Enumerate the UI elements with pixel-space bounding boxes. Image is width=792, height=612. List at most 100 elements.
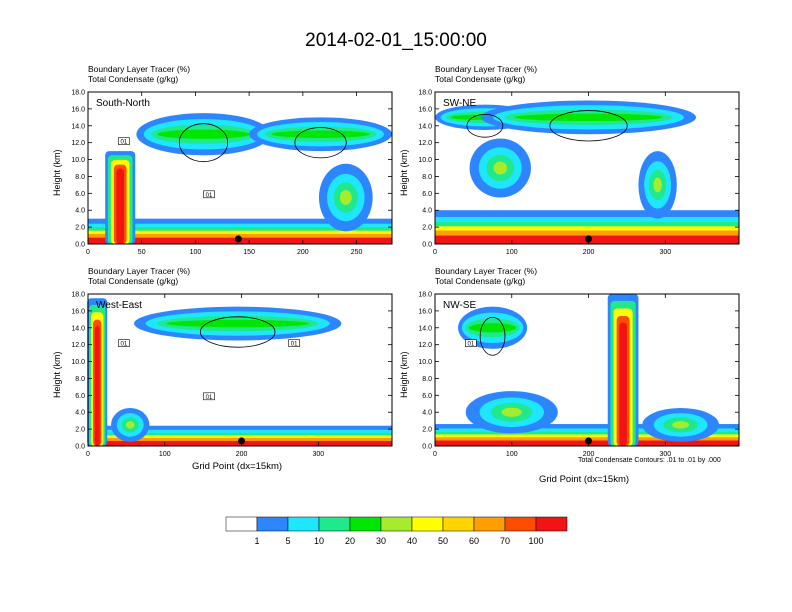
x-tick-label: 250 xyxy=(351,249,363,256)
colorbar-label: 10 xyxy=(313,536,324,546)
x-tick-label: 100 xyxy=(506,249,518,256)
x-axis-label: Grid Point (dx=15km) xyxy=(539,474,630,485)
y-tick-label: 10.0 xyxy=(71,157,85,164)
x-tick-label: 0 xyxy=(86,249,90,256)
contour-label-box xyxy=(203,392,215,401)
y-tick-label: 18.0 xyxy=(71,90,85,97)
plot-frame xyxy=(434,293,740,447)
legend-line-tracer: Boundary Layer Tracer (%) xyxy=(435,266,538,276)
legend-line-tracer: Boundary Layer Tracer (%) xyxy=(88,266,191,276)
location-marker xyxy=(585,437,593,445)
condensate-contour xyxy=(479,316,506,356)
colorbar-label: 1 xyxy=(254,536,260,546)
y-tick-label: 6.0 xyxy=(75,393,85,400)
legend-line-tracer: Boundary Layer Tracer (%) xyxy=(435,64,538,74)
y-tick-label: 6.0 xyxy=(422,191,432,198)
condensate-contour xyxy=(178,123,229,163)
y-tick-label: 14.0 xyxy=(71,123,85,130)
colorbar-label: 20 xyxy=(344,536,355,546)
legend-line-condensate: Total Condensate (g/kg) xyxy=(88,74,179,84)
colorbar-label: 60 xyxy=(468,536,479,546)
y-tick-label: 14.0 xyxy=(418,325,432,332)
anvil-cloud xyxy=(166,319,309,328)
y-tick-label: 14.0 xyxy=(71,325,85,332)
y-tick-label: 18.0 xyxy=(418,292,432,299)
y-tick-label: 12.0 xyxy=(418,342,432,349)
x-tick-label: 100 xyxy=(159,451,171,458)
anvil-cloud xyxy=(271,130,370,138)
convective-tower xyxy=(94,325,100,446)
colorbar-label: 5 xyxy=(285,536,291,546)
contour-label: 01 xyxy=(206,193,213,199)
colorbar-swatch xyxy=(473,516,506,532)
y-tick-label: 12.0 xyxy=(418,140,432,147)
y-tick-label: 0.0 xyxy=(75,444,85,451)
y-tick-label: 4.0 xyxy=(75,410,85,417)
contour-label: 01 xyxy=(468,342,475,348)
y-axis-label: Height (km) xyxy=(399,149,409,196)
contour-label-box xyxy=(118,137,130,145)
plot-frame xyxy=(87,91,393,245)
y-tick-label: 2.0 xyxy=(75,225,85,232)
colorbar-swatch xyxy=(318,516,351,532)
anvil-cloud xyxy=(468,323,517,333)
legend-line-condensate: Total Condensate (g/kg) xyxy=(88,276,179,286)
colorbar-swatch xyxy=(411,516,444,532)
panel-title: SW-NE xyxy=(443,98,476,109)
location-marker xyxy=(234,235,242,243)
x-tick-label: 200 xyxy=(236,451,248,458)
contour-label: 01 xyxy=(291,342,298,348)
colorbar-swatch xyxy=(504,516,537,532)
panel-title: South-North xyxy=(96,98,150,109)
y-tick-label: 8.0 xyxy=(422,376,432,383)
contour-label: 01 xyxy=(121,140,128,146)
y-tick-label: 10.0 xyxy=(71,359,85,366)
y-tick-label: 2.0 xyxy=(422,427,432,434)
y-tick-label: 0.0 xyxy=(422,242,432,249)
anvil-cloud xyxy=(157,129,250,139)
x-tick-label: 200 xyxy=(297,249,309,256)
x-tick-label: 100 xyxy=(506,451,518,458)
panel-sw-ne: SW-NE 0.0 2.0 4.0 6.0 8.0 10.0 12.0 14.0 16.0 18.0… xyxy=(418,90,740,256)
y-tick-label: 16.0 xyxy=(71,106,85,113)
y-tick-label: 4.0 xyxy=(422,410,432,417)
plot-frame xyxy=(434,91,740,245)
condensate-contour xyxy=(466,113,504,138)
contour-label-box xyxy=(118,339,130,347)
figure-title: 2014-02-01_15:00:00 xyxy=(305,30,487,51)
y-tick-label: 8.0 xyxy=(75,376,85,383)
colorbar-label: 40 xyxy=(406,536,417,546)
convective-tower xyxy=(619,322,627,446)
y-axis-label: Height (km) xyxy=(399,351,409,398)
y-tick-label: 18.0 xyxy=(71,292,85,299)
panel-nw-se: 01 NW-SE 0.0 2.0 4.0 6.0 8.0 10.0 12.0 14.0 16.0 18… xyxy=(418,292,740,458)
y-tick-label: 8.0 xyxy=(75,174,85,181)
condensate-contour xyxy=(294,127,347,159)
y-tick-label: 16.0 xyxy=(418,106,432,113)
y-axis-label: Height (km) xyxy=(52,351,62,398)
tracer-blob xyxy=(501,407,522,417)
colorbar-swatch xyxy=(287,516,320,532)
colorbar-swatch xyxy=(535,516,568,532)
contour-label: 01 xyxy=(121,342,128,348)
y-tick-label: 18.0 xyxy=(418,90,432,97)
contour-label-box xyxy=(288,339,300,347)
x-tick-label: 0 xyxy=(433,451,437,458)
x-tick-label: 100 xyxy=(190,249,202,256)
contour-label: 01 xyxy=(206,395,213,401)
x-tick-label: 200 xyxy=(583,451,595,458)
colorbar xyxy=(225,516,568,532)
location-marker xyxy=(238,437,246,445)
convective-tower xyxy=(116,168,124,244)
colorbar-label: 70 xyxy=(499,536,510,546)
y-tick-label: 0.0 xyxy=(422,444,432,451)
colorbar-swatch xyxy=(256,516,289,532)
field-layer xyxy=(435,100,739,244)
y-tick-label: 10.0 xyxy=(418,359,432,366)
tracer-blob xyxy=(339,190,352,205)
colorbar-label: 100 xyxy=(528,536,544,546)
x-tick-label: 0 xyxy=(433,249,437,256)
y-tick-label: 6.0 xyxy=(422,393,432,400)
panel-title: NW-SE xyxy=(443,300,476,311)
x-tick-label: 150 xyxy=(243,249,255,256)
